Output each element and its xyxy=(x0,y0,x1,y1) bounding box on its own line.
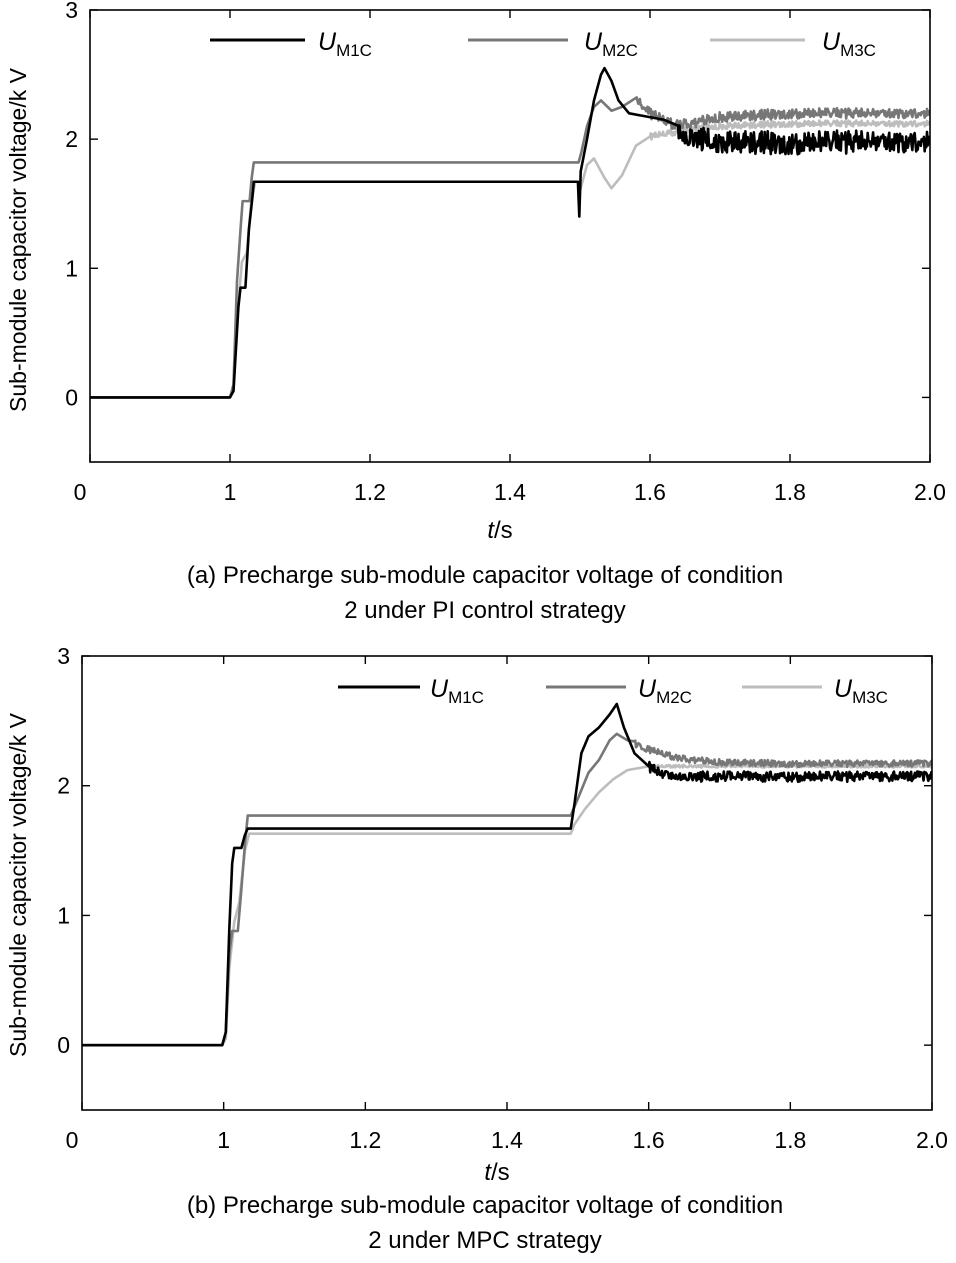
x-tick-label: 1.4 xyxy=(491,1127,523,1153)
x-axis-label: t/s xyxy=(484,1159,509,1186)
x-tick-label: 2.0 xyxy=(916,1127,948,1153)
legend-label-m2c: UM2C xyxy=(638,675,692,707)
x-tick-label: 1.2 xyxy=(354,479,386,505)
series-line-um1c xyxy=(82,702,932,1047)
y-tick-label: 2 xyxy=(57,773,70,799)
y-tick-label: 0 xyxy=(57,1032,70,1058)
y-tick-label: 3 xyxy=(57,643,70,669)
plot-frame xyxy=(81,655,933,1111)
series-line-um2c xyxy=(90,96,930,399)
series-line-um1c xyxy=(90,66,930,399)
series-line-um3c xyxy=(82,763,932,1047)
y-axis-label: Sub-module capacitor voltage/k V xyxy=(5,712,31,1057)
x-tick-label: 1.4 xyxy=(494,479,526,505)
y-tick-label: 3 xyxy=(65,0,78,23)
y-tick-label: 2 xyxy=(65,126,78,152)
x-tick-label: 1.8 xyxy=(774,479,806,505)
legend-label-m3c: UM3C xyxy=(822,28,876,60)
x-tick-label: 0 xyxy=(66,1127,79,1153)
x-tick-label: 1.2 xyxy=(349,1127,381,1153)
y-tick-label: 1 xyxy=(65,255,78,281)
y-axis-label: Sub-module capacitor voltage/k V xyxy=(5,67,31,412)
plot-frame xyxy=(89,9,931,463)
x-tick-label: 1.6 xyxy=(634,479,666,505)
legend-label-m3c: UM3C xyxy=(834,675,888,707)
figure-caption: 2 under MPC strategy xyxy=(368,1227,601,1254)
figure-caption: 2 under PI control strategy xyxy=(344,597,625,624)
figure-caption: (a) Precharge sub-module capacitor volta… xyxy=(187,562,783,589)
chart-panel-a: 0 1 1.2 1.4 1.6 1.8 2.0 0 1 2 3 Sub-module capacito… xyxy=(5,0,946,624)
x-tick-label: 1.6 xyxy=(633,1127,665,1153)
y-tick-label: 1 xyxy=(57,902,70,928)
series-line-um2c xyxy=(82,732,932,1047)
x-tick-label: 1.8 xyxy=(774,1127,806,1153)
legend-label-m1c: UM1C xyxy=(430,675,484,707)
x-axis-label: t/s xyxy=(487,517,512,544)
chart-panel-b: 0 1 1.2 1.4 1.6 1.8 2.0 0 1 2 3 Sub-module capacito… xyxy=(5,643,948,1254)
y-tick-label: 0 xyxy=(65,384,78,410)
x-tick-label: 1 xyxy=(224,479,237,505)
x-tick-label: 2.0 xyxy=(914,479,946,505)
x-tick-label: 1 xyxy=(217,1127,230,1153)
x-tick-label: 0 xyxy=(74,479,87,505)
series-line-um3c xyxy=(90,119,930,399)
figure-caption: (b) Precharge sub-module capacitor volta… xyxy=(187,1192,783,1219)
legend-label-m2c: UM2C xyxy=(584,28,638,60)
legend-label-m1c: UM1C xyxy=(318,28,372,60)
